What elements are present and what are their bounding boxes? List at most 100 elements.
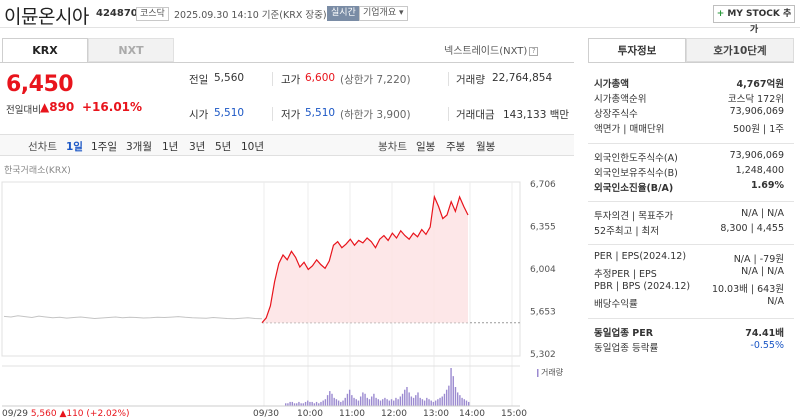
realtime-button[interactable]: 실시간 — [327, 6, 360, 21]
invest-row-value: 500원 | 1주 — [733, 124, 784, 135]
price-chart[interactable]: 6,706 6,355 6,004 5,653 5,302 거래량 09/30 10:00… — [0, 170, 576, 419]
volume-bar — [415, 395, 417, 406]
volume-bar — [344, 397, 346, 406]
invest-row-value: -0.55% — [750, 340, 784, 351]
y-tick-label: 6,706 — [530, 180, 556, 190]
invest-row: PBR | BPS (2024.12) 10.03배 | 643원 — [594, 281, 784, 295]
volume-bar — [335, 399, 338, 406]
panel-divider — [588, 244, 794, 245]
invest-row: PER | EPS(2024.12) N/A | -79원 — [594, 251, 784, 265]
volume-bar — [298, 401, 300, 406]
period-1d[interactable]: 1일 — [66, 141, 83, 153]
candle-day[interactable]: 일봉 — [416, 141, 436, 153]
invest-row-value: 73,906,069 — [729, 150, 784, 161]
open-label: 시가 — [189, 109, 209, 121]
invest-row-label: 시가총액순위 — [594, 94, 647, 105]
invest-row: 동일업종 등락률 -0.55% — [594, 340, 784, 354]
period-5y[interactable]: 5년 — [215, 141, 232, 153]
high-value: 6,600 — [305, 72, 336, 84]
chart-source: 한국거래소(KRX) — [4, 166, 71, 176]
divider — [272, 72, 273, 86]
y-tick-label: 6,004 — [530, 265, 556, 275]
amount-number: 143,133 — [503, 109, 547, 121]
candle-week[interactable]: 주봉 — [446, 141, 466, 153]
volume-bar — [443, 393, 446, 406]
header-bar — [0, 0, 800, 28]
invest-row-label: 추정PER | EPS — [594, 269, 657, 280]
invest-row-value: N/A — [767, 296, 784, 307]
volume-bar — [408, 392, 410, 406]
invest-row-label: 시가총액 — [594, 79, 629, 90]
price-line — [261, 194, 469, 324]
period-3m[interactable]: 3개월 — [126, 141, 153, 153]
chevron-down-icon: ▾ — [399, 8, 404, 18]
volume-bar — [437, 399, 439, 406]
invest-row: 52주최고 | 최저 8,300 | 4,455 — [594, 223, 784, 237]
company-info-dropdown[interactable]: 기업개요 ▾ — [359, 6, 408, 21]
invest-row-value: N/A | -79원 — [733, 254, 784, 265]
volume-bar — [346, 393, 349, 406]
invest-row-value: 8,300 | 4,455 — [720, 223, 784, 234]
invest-row: 외국인소진율(B/A) 1.69% — [594, 180, 784, 194]
volume-bar — [370, 396, 373, 406]
volume-bar — [432, 401, 435, 406]
volume-bar — [364, 393, 366, 406]
volume-bar — [291, 401, 294, 406]
volume-bar — [384, 397, 386, 406]
low-value: 5,510 — [305, 107, 336, 119]
amount-value: 143,133 백만 — [503, 107, 569, 122]
invest-row: 동일업종 PER 74.41배 — [594, 325, 784, 339]
period-1w[interactable]: 1주일 — [91, 141, 118, 153]
plus-icon: + — [716, 9, 725, 19]
volume-bar — [382, 399, 384, 406]
volume-bar — [322, 400, 324, 406]
volume-label: 거래량 — [541, 367, 564, 377]
volume-bar — [393, 400, 395, 406]
volume-bar — [331, 393, 333, 406]
volume-bar — [459, 395, 461, 406]
stock-code: 424870 — [96, 8, 138, 19]
invest-row-value: 1.69% — [751, 180, 784, 191]
nxt-link[interactable]: 넥스트레이드(NXT)? — [444, 42, 539, 57]
line-chart-label: 선차트 — [28, 141, 57, 153]
help-icon[interactable]: ? — [529, 46, 539, 56]
panel-divider — [588, 201, 794, 202]
volume-bar — [373, 393, 375, 406]
volume-bar — [315, 401, 318, 406]
invest-row-label: 상장주식수 — [594, 109, 638, 120]
volume-bar — [452, 376, 454, 406]
volume-bar — [401, 393, 404, 406]
volume-label: 거래량 — [456, 74, 485, 86]
x-tick-label: 11:00 — [339, 409, 365, 419]
volume-bar — [395, 397, 397, 406]
add-mystock-button[interactable]: + MY STOCK 추가 — [713, 5, 795, 35]
invest-row-label: 외국인한도주식수(A) — [594, 153, 678, 164]
invest-row: 투자의견 | 목표주가 N/A | N/A — [594, 208, 784, 222]
tab-order-book[interactable]: 호가10단계 — [686, 38, 794, 62]
invest-row: 상장주식수 73,906,069 — [594, 106, 784, 120]
volume-bar — [445, 389, 448, 406]
invest-row-label: 배당수익률 — [594, 299, 638, 310]
period-1y[interactable]: 1년 — [162, 141, 179, 153]
tab-invest-info[interactable]: 투자정보 — [588, 38, 686, 62]
tab-nxt[interactable]: NXT — [88, 38, 174, 62]
candle-chart-label: 봉차트 — [378, 141, 407, 153]
price-fill-area — [262, 196, 468, 323]
invest-row-value: 1,248,400 — [735, 165, 784, 176]
volume-bar — [320, 401, 322, 406]
period-3y[interactable]: 3년 — [189, 141, 206, 153]
tab-krx[interactable]: KRX — [2, 38, 88, 62]
volume-bar — [454, 387, 457, 406]
volume-bar — [448, 385, 450, 406]
y-tick-label: 6,355 — [530, 223, 556, 233]
x-tick-label: 09/30 — [253, 409, 279, 419]
volume-bar — [386, 399, 388, 406]
candle-month[interactable]: 월봉 — [476, 141, 496, 153]
volume-bar — [434, 400, 437, 406]
open-value: 5,510 — [214, 107, 245, 119]
volume-bar — [456, 392, 459, 406]
x-tick-label: 10:00 — [297, 409, 323, 419]
quote-datetime: 2025.09.30 14:10 기준(KRX 장중) — [174, 10, 327, 21]
volume-bar — [450, 368, 452, 406]
period-10y[interactable]: 10년 — [241, 141, 265, 153]
